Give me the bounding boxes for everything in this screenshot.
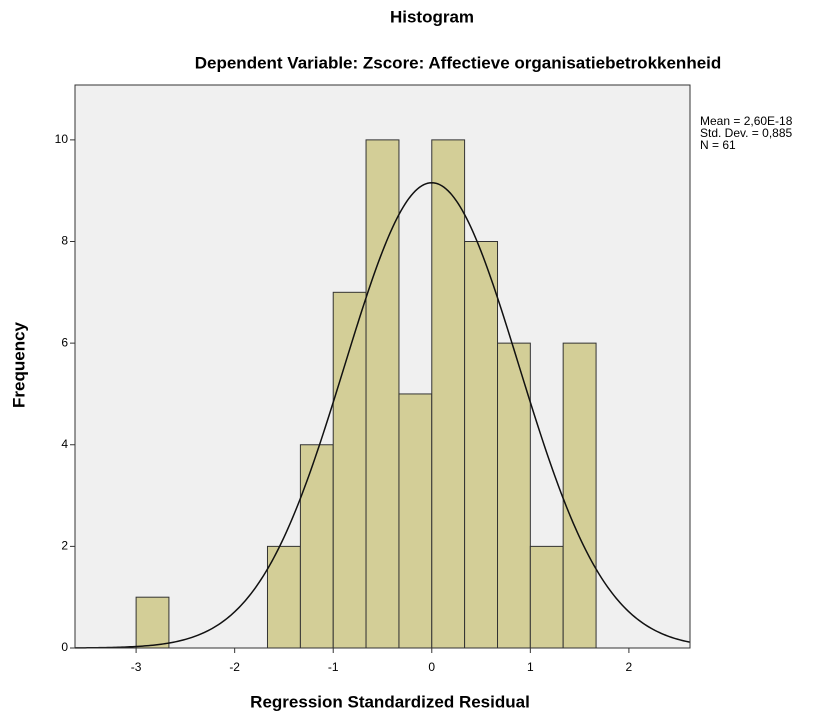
bar — [398, 393, 433, 649]
bar — [332, 291, 367, 649]
bar — [266, 545, 301, 649]
y-tick-label: 0 — [61, 640, 68, 654]
stat-label: Std. Dev. = 0,885 — [700, 126, 792, 140]
bar — [529, 545, 564, 649]
chart-subtitle: Dependent Variable: Zscore: Affectieve o… — [195, 53, 722, 72]
y-tick-label: 2 — [61, 539, 68, 553]
chart-title: Histogram — [390, 7, 474, 26]
bar — [431, 139, 466, 649]
bar — [135, 596, 170, 649]
stat-label: Mean = 2,60E-18 — [700, 114, 793, 128]
bar — [464, 241, 499, 649]
x-tick-label: -2 — [229, 660, 240, 674]
x-tick-label: 0 — [428, 660, 435, 674]
y-tick-label: 6 — [61, 335, 68, 349]
stat-label: N = 61 — [700, 138, 736, 152]
y-tick-label: 10 — [55, 132, 69, 146]
bar — [299, 444, 334, 649]
x-tick-label: 2 — [626, 660, 633, 674]
y-axis-title: Frequency — [9, 321, 28, 408]
x-tick-label: 1 — [527, 660, 534, 674]
plot-border — [74, 84, 691, 649]
x-axis-title: Regression Standardized Residual — [250, 692, 530, 711]
y-tick-label: 4 — [61, 437, 68, 451]
y-tick-label: 8 — [61, 234, 68, 248]
bar — [497, 342, 531, 649]
normal-curve — [74, 181, 691, 649]
x-tick-label: -1 — [328, 660, 339, 674]
bar — [562, 342, 597, 649]
bar — [365, 139, 400, 649]
x-tick-label: -3 — [131, 660, 142, 674]
